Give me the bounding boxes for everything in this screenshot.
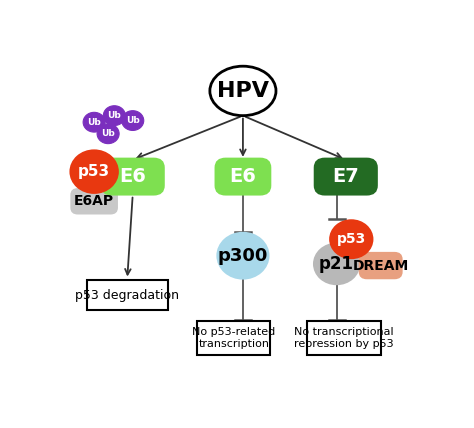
- Circle shape: [103, 106, 125, 125]
- Text: E6AP: E6AP: [74, 194, 114, 208]
- Text: No transcriptional
repression by p53: No transcriptional repression by p53: [294, 327, 394, 349]
- Bar: [307, 321, 381, 355]
- Circle shape: [314, 244, 359, 284]
- Text: E6: E6: [229, 167, 256, 186]
- Text: HPV: HPV: [217, 81, 269, 101]
- Circle shape: [330, 220, 373, 259]
- Circle shape: [97, 124, 119, 144]
- Text: Ub: Ub: [108, 111, 121, 120]
- FancyBboxPatch shape: [360, 253, 402, 279]
- FancyBboxPatch shape: [71, 189, 117, 214]
- Bar: [197, 321, 271, 355]
- Text: E6: E6: [119, 167, 146, 186]
- Circle shape: [83, 112, 105, 132]
- Text: No p53-related
transcription: No p53-related transcription: [192, 327, 275, 349]
- Circle shape: [217, 233, 269, 279]
- Text: p53: p53: [78, 164, 110, 179]
- Ellipse shape: [210, 66, 276, 116]
- Text: p53 degradation: p53 degradation: [75, 289, 179, 302]
- Text: p300: p300: [218, 247, 268, 265]
- FancyBboxPatch shape: [315, 158, 377, 195]
- FancyBboxPatch shape: [215, 158, 271, 195]
- Text: E7: E7: [332, 167, 359, 186]
- Circle shape: [122, 111, 144, 131]
- Text: p21: p21: [319, 255, 354, 273]
- FancyBboxPatch shape: [101, 158, 164, 195]
- Text: Ub: Ub: [87, 118, 101, 127]
- Text: Ub: Ub: [126, 116, 140, 125]
- Text: Ub: Ub: [101, 129, 115, 138]
- Text: DREAM: DREAM: [353, 259, 409, 273]
- Bar: [87, 280, 168, 310]
- Circle shape: [70, 150, 118, 193]
- Text: p53: p53: [337, 232, 366, 246]
